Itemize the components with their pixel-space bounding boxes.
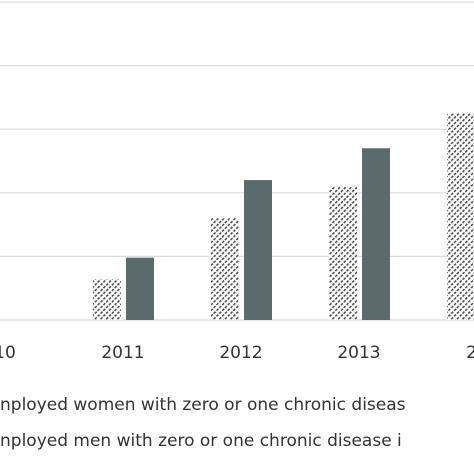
legend-label: nployed women with zero or one chronic d… [0, 395, 406, 415]
bar [362, 148, 390, 320]
x-tick-label: 2012 [219, 343, 262, 363]
x-tick-label: 10 [0, 343, 16, 363]
bar [447, 113, 474, 320]
bar [329, 186, 357, 320]
bar [93, 279, 121, 320]
bar [211, 218, 239, 320]
x-tick-label: 2013 [337, 343, 380, 363]
x-tick-label: 2011 [101, 343, 144, 363]
bar [126, 257, 154, 320]
legend-label: nployed men with zero or one chronic dis… [0, 431, 402, 451]
bar [244, 180, 272, 320]
x-tick-label: 20 [466, 343, 474, 363]
